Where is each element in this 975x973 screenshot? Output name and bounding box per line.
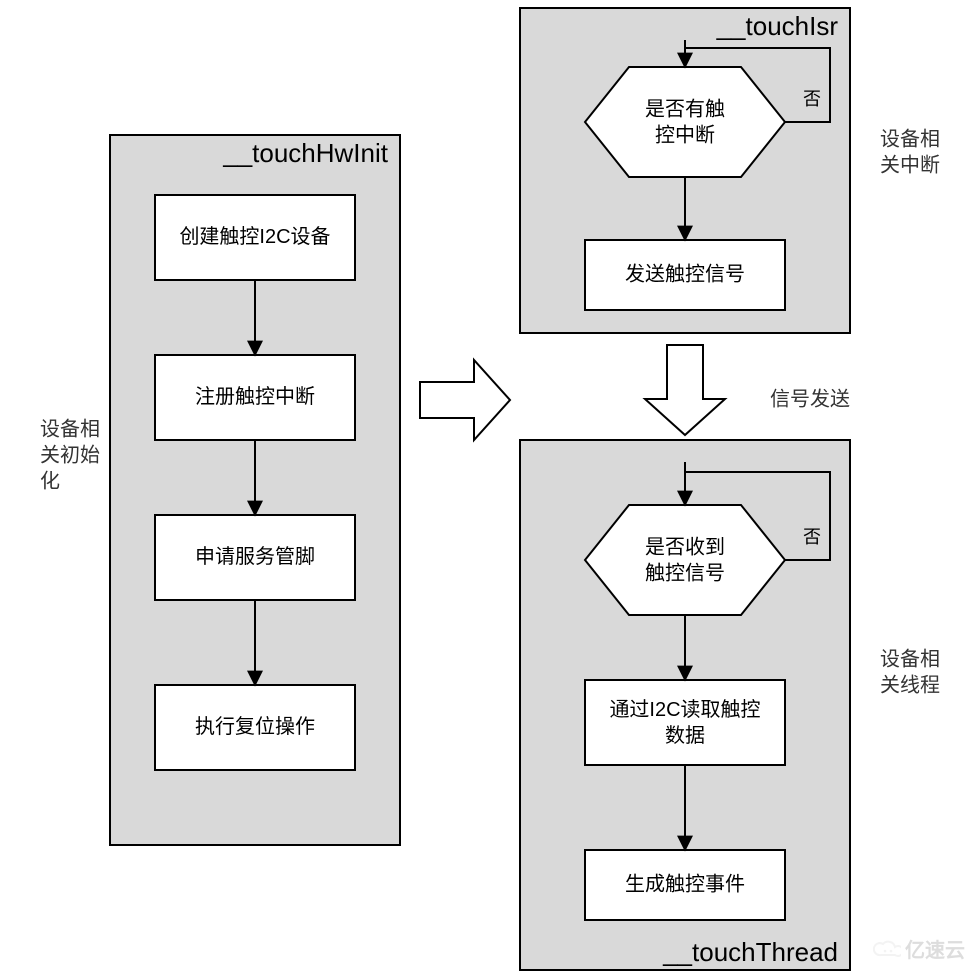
svg-text:控中断: 控中断 xyxy=(655,123,715,146)
svg-text:否: 否 xyxy=(803,527,821,547)
watermark-text: 亿速云 xyxy=(905,934,965,963)
svg-text:关中断: 关中断 xyxy=(880,153,940,176)
flowchart-diagram: __touchHwInit __touchIsr __touchThread 创建触控… xyxy=(0,0,975,973)
svg-text:__touchHwInit: __touchHwInit xyxy=(222,138,389,168)
svg-text:是否有触: 是否有触 xyxy=(645,97,725,120)
svg-text:生成触控事件: 生成触控事件 xyxy=(625,872,745,895)
svg-text:数据: 数据 xyxy=(665,724,705,747)
svg-text:是否收到: 是否收到 xyxy=(645,535,725,558)
svg-text:通过I2C读取触控: 通过I2C读取触控 xyxy=(609,698,760,721)
svg-text:否: 否 xyxy=(803,89,821,109)
svg-text:设备相: 设备相 xyxy=(880,647,940,670)
svg-text:化: 化 xyxy=(40,469,60,492)
svg-text:关线程: 关线程 xyxy=(880,673,940,696)
svg-text:发送触控信号: 发送触控信号 xyxy=(625,262,745,285)
svg-text:信号发送: 信号发送 xyxy=(770,387,850,410)
svg-text:关初始: 关初始 xyxy=(40,443,100,466)
svg-text:执行复位操作: 执行复位操作 xyxy=(195,715,315,738)
svg-text:__touchIsr: __touchIsr xyxy=(716,11,839,41)
svg-text:__touchThread: __touchThread xyxy=(662,937,838,967)
svg-text:设备相: 设备相 xyxy=(40,417,100,440)
svg-text:创建触控I2C设备: 创建触控I2C设备 xyxy=(179,225,330,248)
watermark: 亿速云 xyxy=(873,934,965,963)
svg-text:触控信号: 触控信号 xyxy=(645,561,725,584)
svg-text:设备相: 设备相 xyxy=(880,127,940,150)
svg-text:申请服务管脚: 申请服务管脚 xyxy=(195,545,315,568)
svg-text:注册触控中断: 注册触控中断 xyxy=(195,385,315,408)
